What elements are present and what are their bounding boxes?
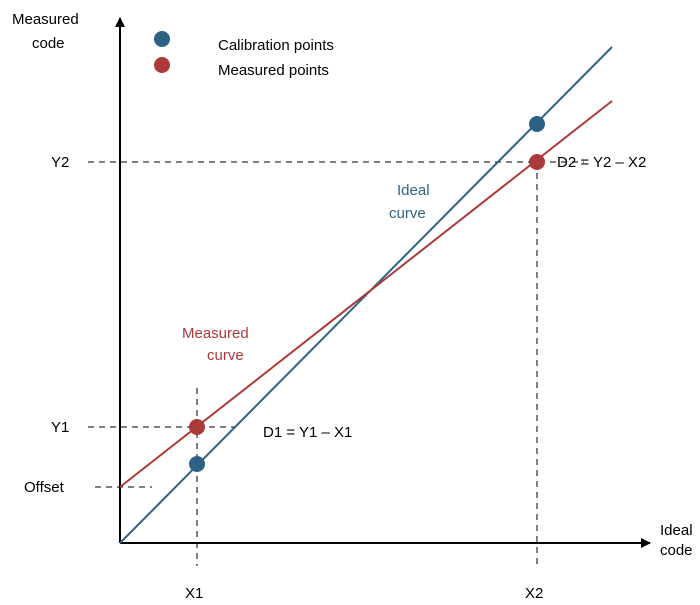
x-axis-title-line1: Ideal (660, 522, 693, 539)
x2-label: X2 (525, 585, 543, 602)
ideal-curve-label-line1: Ideal (397, 182, 430, 199)
measured-curve-label-line1: Measured (182, 325, 249, 342)
legend-calibration-label: Calibration points (218, 37, 334, 54)
legend-calibration-marker (154, 31, 170, 47)
y-axis-title-line1: Measured (12, 11, 79, 28)
legend-measured-marker (154, 57, 170, 73)
y2-label: Y2 (51, 154, 69, 171)
guide-lines (88, 161, 584, 566)
y1-label: Y1 (51, 419, 69, 436)
legend: Calibration points Measured points (154, 31, 334, 79)
d1-label: D1 = Y1 – X1 (263, 424, 352, 441)
y-axis-title-line2: code (32, 35, 65, 52)
measured-curve-label-line2: curve (207, 347, 244, 364)
calibration-point-1 (189, 456, 205, 472)
measured-point-1 (189, 419, 205, 435)
measured-point-2 (529, 154, 545, 170)
axes (115, 17, 651, 548)
d2-label: D2 = Y2 – X2 (557, 154, 646, 171)
offset-label: Offset (24, 479, 65, 496)
x1-label: X1 (185, 585, 203, 602)
x-axis-title-line2: code (660, 542, 693, 559)
ideal-curve-label-line2: curve (389, 205, 426, 222)
calibration-point-2 (529, 116, 545, 132)
legend-measured-label: Measured points (218, 62, 329, 79)
